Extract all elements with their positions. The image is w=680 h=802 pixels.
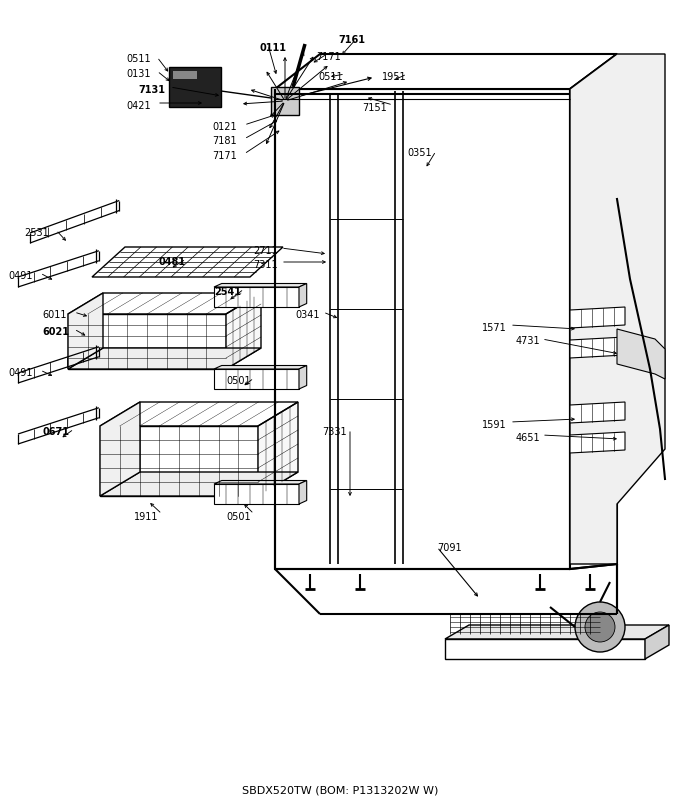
Text: 6021: 6021 — [42, 326, 69, 337]
Text: 0131: 0131 — [126, 69, 150, 79]
Polygon shape — [445, 639, 645, 659]
Text: 0491: 0491 — [8, 270, 33, 281]
Polygon shape — [299, 284, 307, 308]
Polygon shape — [92, 248, 283, 277]
Polygon shape — [100, 427, 258, 496]
Text: 7131: 7131 — [138, 85, 165, 95]
Text: 0511: 0511 — [126, 54, 151, 64]
Text: 0491: 0491 — [8, 367, 33, 378]
Polygon shape — [570, 403, 625, 423]
Polygon shape — [169, 68, 221, 107]
Polygon shape — [68, 294, 103, 370]
Circle shape — [585, 612, 615, 642]
Text: 2541: 2541 — [214, 286, 241, 297]
Polygon shape — [214, 370, 299, 390]
Text: 0481: 0481 — [158, 257, 185, 267]
Polygon shape — [226, 294, 261, 370]
Text: 2711: 2711 — [253, 245, 277, 256]
Polygon shape — [299, 481, 307, 504]
Polygon shape — [617, 330, 665, 379]
Text: 0511: 0511 — [318, 72, 343, 82]
Text: 7181: 7181 — [212, 136, 237, 146]
Text: 4731: 4731 — [516, 335, 541, 346]
Polygon shape — [100, 403, 140, 496]
Text: 1951: 1951 — [382, 72, 407, 82]
Text: 7171: 7171 — [212, 151, 237, 160]
Polygon shape — [214, 484, 299, 504]
Text: 6011: 6011 — [42, 310, 67, 320]
Polygon shape — [275, 55, 617, 90]
Text: 0501: 0501 — [226, 375, 251, 386]
Text: 2531: 2531 — [24, 228, 49, 237]
Text: 0421: 0421 — [126, 101, 151, 111]
Text: 0671: 0671 — [42, 427, 69, 436]
Polygon shape — [258, 403, 298, 496]
Polygon shape — [271, 88, 299, 115]
Polygon shape — [214, 288, 299, 308]
Text: 1571: 1571 — [482, 322, 507, 333]
Text: 1911: 1911 — [134, 512, 158, 521]
Text: 0341: 0341 — [295, 310, 320, 320]
Text: 7091: 7091 — [437, 542, 462, 553]
Text: 7151: 7151 — [362, 103, 387, 113]
Text: 0501: 0501 — [226, 512, 251, 521]
Polygon shape — [570, 55, 617, 569]
Polygon shape — [299, 366, 307, 390]
Text: 0351: 0351 — [407, 148, 432, 158]
Circle shape — [575, 602, 625, 652]
Polygon shape — [275, 90, 570, 569]
Polygon shape — [445, 626, 669, 639]
Text: SBDX520TW (BOM: P1313202W W): SBDX520TW (BOM: P1313202W W) — [242, 785, 438, 795]
Polygon shape — [100, 472, 298, 496]
Text: 7161: 7161 — [338, 35, 365, 45]
Polygon shape — [570, 55, 665, 565]
Polygon shape — [214, 481, 307, 484]
Polygon shape — [570, 432, 625, 453]
Polygon shape — [214, 366, 307, 370]
Text: 7331: 7331 — [322, 427, 347, 436]
Text: 0121: 0121 — [212, 122, 237, 132]
Text: 7171: 7171 — [316, 52, 341, 62]
Polygon shape — [68, 349, 261, 370]
Polygon shape — [570, 308, 625, 329]
Polygon shape — [645, 626, 669, 659]
Text: 1591: 1591 — [482, 419, 507, 429]
Polygon shape — [570, 338, 625, 358]
Text: 4651: 4651 — [516, 432, 541, 443]
Polygon shape — [68, 314, 226, 370]
Polygon shape — [173, 72, 197, 80]
Polygon shape — [214, 284, 307, 288]
Text: 7311: 7311 — [253, 260, 277, 269]
Text: 0111: 0111 — [260, 43, 287, 53]
